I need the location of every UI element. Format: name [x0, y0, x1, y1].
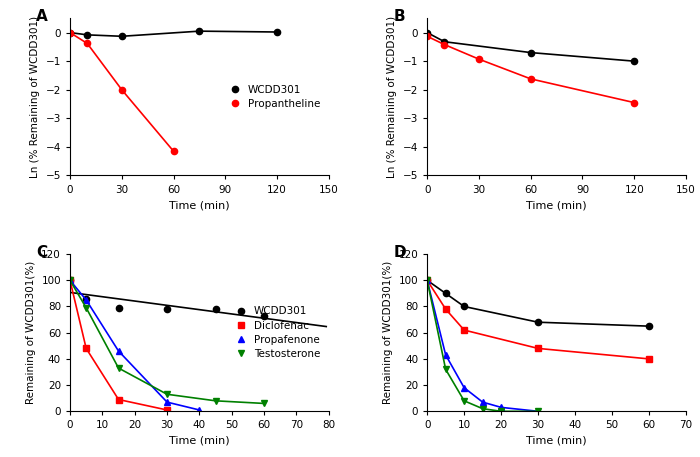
Line: Diclofenac: Diclofenac — [67, 277, 170, 413]
Propantheline — [475, 56, 483, 62]
Propantheline — [66, 30, 74, 35]
Propantheline — [118, 87, 126, 92]
Testosterone — [442, 367, 450, 372]
WCDD301 — [273, 29, 281, 35]
Propantheline — [423, 33, 431, 39]
Legend: WCDD301, Propantheline: WCDD301, Propantheline — [224, 82, 323, 112]
X-axis label: Time (min): Time (min) — [169, 436, 230, 446]
Line: WCDD301: WCDD301 — [67, 28, 280, 39]
WCDD301 — [260, 313, 268, 319]
WCDD301 — [423, 277, 431, 283]
Line: WCDD301: WCDD301 — [67, 277, 267, 319]
Propafenone — [82, 297, 90, 303]
Propantheline — [440, 42, 449, 48]
Testosterone — [82, 305, 90, 311]
WCDD301 — [83, 32, 92, 37]
Diclofenac — [645, 356, 653, 361]
Propafenone — [163, 399, 172, 405]
Propafenone — [114, 348, 122, 354]
Line: Propantheline: Propantheline — [67, 29, 176, 154]
Line: Testosterone: Testosterone — [67, 277, 267, 407]
Testosterone — [497, 409, 505, 414]
Propantheline — [83, 41, 92, 46]
WCDD301 — [66, 30, 74, 35]
Text: C: C — [36, 244, 48, 260]
Testosterone — [66, 277, 74, 283]
Propafenone — [478, 399, 486, 405]
Testosterone — [534, 409, 542, 414]
Propafenone — [423, 277, 431, 283]
Y-axis label: Ln (% Remaining of WCDD301): Ln (% Remaining of WCDD301) — [387, 16, 397, 178]
WCDD301 — [526, 50, 535, 55]
Testosterone — [478, 406, 486, 411]
Propafenone — [195, 407, 204, 413]
Y-axis label: Ln (% Remaining of WCDD301): Ln (% Remaining of WCDD301) — [30, 16, 40, 178]
Propafenone — [66, 277, 74, 283]
X-axis label: Time (min): Time (min) — [526, 436, 587, 446]
WCDD301 — [630, 58, 638, 64]
WCDD301 — [534, 319, 542, 325]
X-axis label: Time (min): Time (min) — [526, 200, 587, 210]
Y-axis label: Remaining of WCDD301(%): Remaining of WCDD301(%) — [26, 261, 36, 404]
Diclofenac — [82, 345, 90, 351]
Diclofenac — [66, 277, 74, 283]
Text: A: A — [36, 9, 48, 24]
Testosterone — [114, 365, 122, 371]
Propafenone — [497, 404, 505, 410]
WCDD301 — [211, 306, 220, 312]
Diclofenac — [534, 345, 542, 351]
Diclofenac — [114, 397, 122, 402]
Testosterone — [423, 277, 431, 283]
Propafenone — [534, 409, 542, 414]
Testosterone — [163, 392, 172, 397]
Propafenone — [442, 352, 450, 358]
X-axis label: Time (min): Time (min) — [169, 200, 230, 210]
WCDD301 — [460, 304, 468, 309]
Diclofenac — [163, 407, 172, 413]
Y-axis label: Remaining of WCDD301(%): Remaining of WCDD301(%) — [383, 261, 393, 404]
WCDD301 — [118, 33, 126, 39]
WCDD301 — [423, 30, 431, 35]
Line: Propafenone: Propafenone — [67, 277, 202, 413]
Testosterone — [460, 398, 468, 404]
Line: Propantheline: Propantheline — [424, 33, 638, 106]
WCDD301 — [66, 277, 74, 283]
Testosterone — [260, 401, 268, 406]
WCDD301 — [440, 39, 449, 44]
Diclofenac — [460, 327, 468, 333]
WCDD301 — [442, 291, 450, 296]
WCDD301 — [82, 296, 90, 301]
Text: D: D — [393, 244, 406, 260]
Propafenone — [460, 385, 468, 390]
Legend: WCDD301, Diclofenac, Propafenone, Testosterone: WCDD301, Diclofenac, Propafenone, Testos… — [230, 303, 323, 362]
WCDD301 — [645, 324, 653, 329]
Diclofenac — [423, 277, 431, 283]
Line: WCDD301: WCDD301 — [424, 277, 652, 329]
Line: Diclofenac: Diclofenac — [424, 277, 652, 362]
Propantheline — [169, 149, 178, 154]
Diclofenac — [442, 306, 450, 312]
Line: Testosterone: Testosterone — [424, 277, 541, 414]
Propantheline — [630, 100, 638, 106]
Testosterone — [211, 398, 220, 404]
Text: B: B — [393, 9, 405, 24]
WCDD301 — [195, 28, 204, 34]
WCDD301 — [114, 306, 122, 311]
WCDD301 — [163, 306, 172, 312]
Line: Propafenone: Propafenone — [424, 277, 541, 414]
Propantheline — [526, 76, 535, 82]
Line: WCDD301: WCDD301 — [424, 29, 638, 64]
